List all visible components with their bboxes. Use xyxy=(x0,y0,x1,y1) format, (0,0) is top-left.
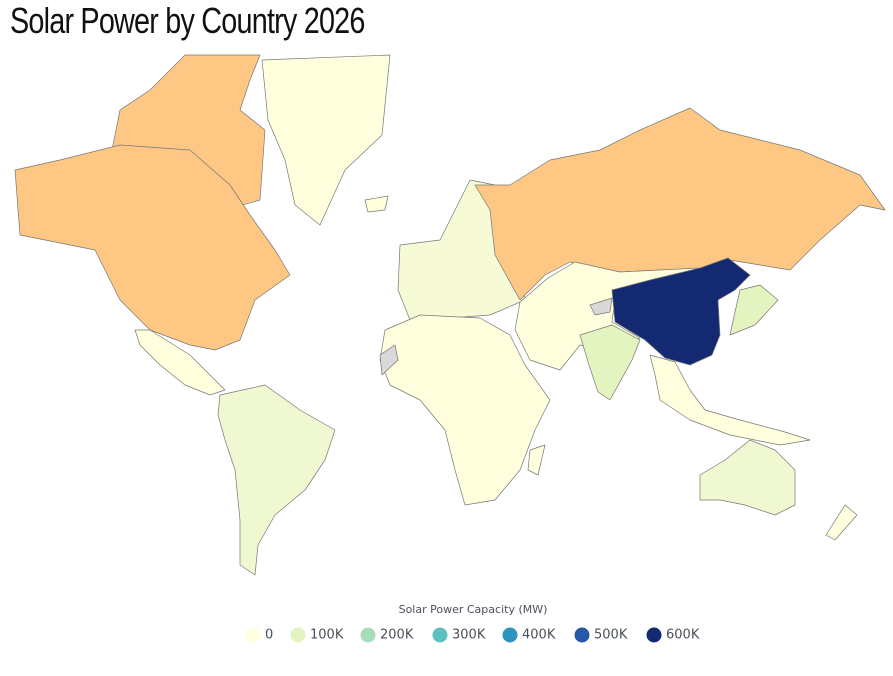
russia xyxy=(474,107,886,301)
legend-label: 500K xyxy=(594,628,628,643)
legend-swatch xyxy=(431,626,449,644)
canada-usa xyxy=(14,144,291,351)
map-title: Solar Power by Country 2026 xyxy=(10,0,365,41)
southeast-asia xyxy=(649,354,811,446)
legend-label: 600K xyxy=(666,628,700,643)
western-sahara xyxy=(379,344,399,376)
australia xyxy=(699,439,796,516)
south-america xyxy=(217,384,336,576)
legend-label: 100K xyxy=(310,628,344,643)
legend-swatch xyxy=(501,626,519,644)
legend-label: 200K xyxy=(380,628,414,643)
madagascar xyxy=(527,444,546,476)
legend-swatch xyxy=(645,626,663,644)
greenland xyxy=(261,54,391,226)
new-zealand xyxy=(825,504,858,541)
japan-korea xyxy=(729,284,779,336)
legend-label: 400K xyxy=(522,628,556,643)
legend-title: Solar Power Capacity (MW) xyxy=(399,603,548,616)
china xyxy=(611,257,751,366)
central-america xyxy=(134,329,226,396)
kashmir xyxy=(589,297,613,316)
countries xyxy=(14,54,886,576)
legend-label: 0 xyxy=(265,628,273,643)
iceland xyxy=(364,195,389,213)
india xyxy=(579,324,641,401)
legend-label: 300K xyxy=(452,628,486,643)
legend-swatch xyxy=(573,626,591,644)
africa xyxy=(379,314,551,506)
legend-swatch xyxy=(359,626,377,644)
legend: Solar Power Capacity (MW) 0 100K 200K 300K 4… xyxy=(244,603,700,644)
legend-swatch xyxy=(289,626,307,644)
legend-swatch xyxy=(244,626,262,644)
